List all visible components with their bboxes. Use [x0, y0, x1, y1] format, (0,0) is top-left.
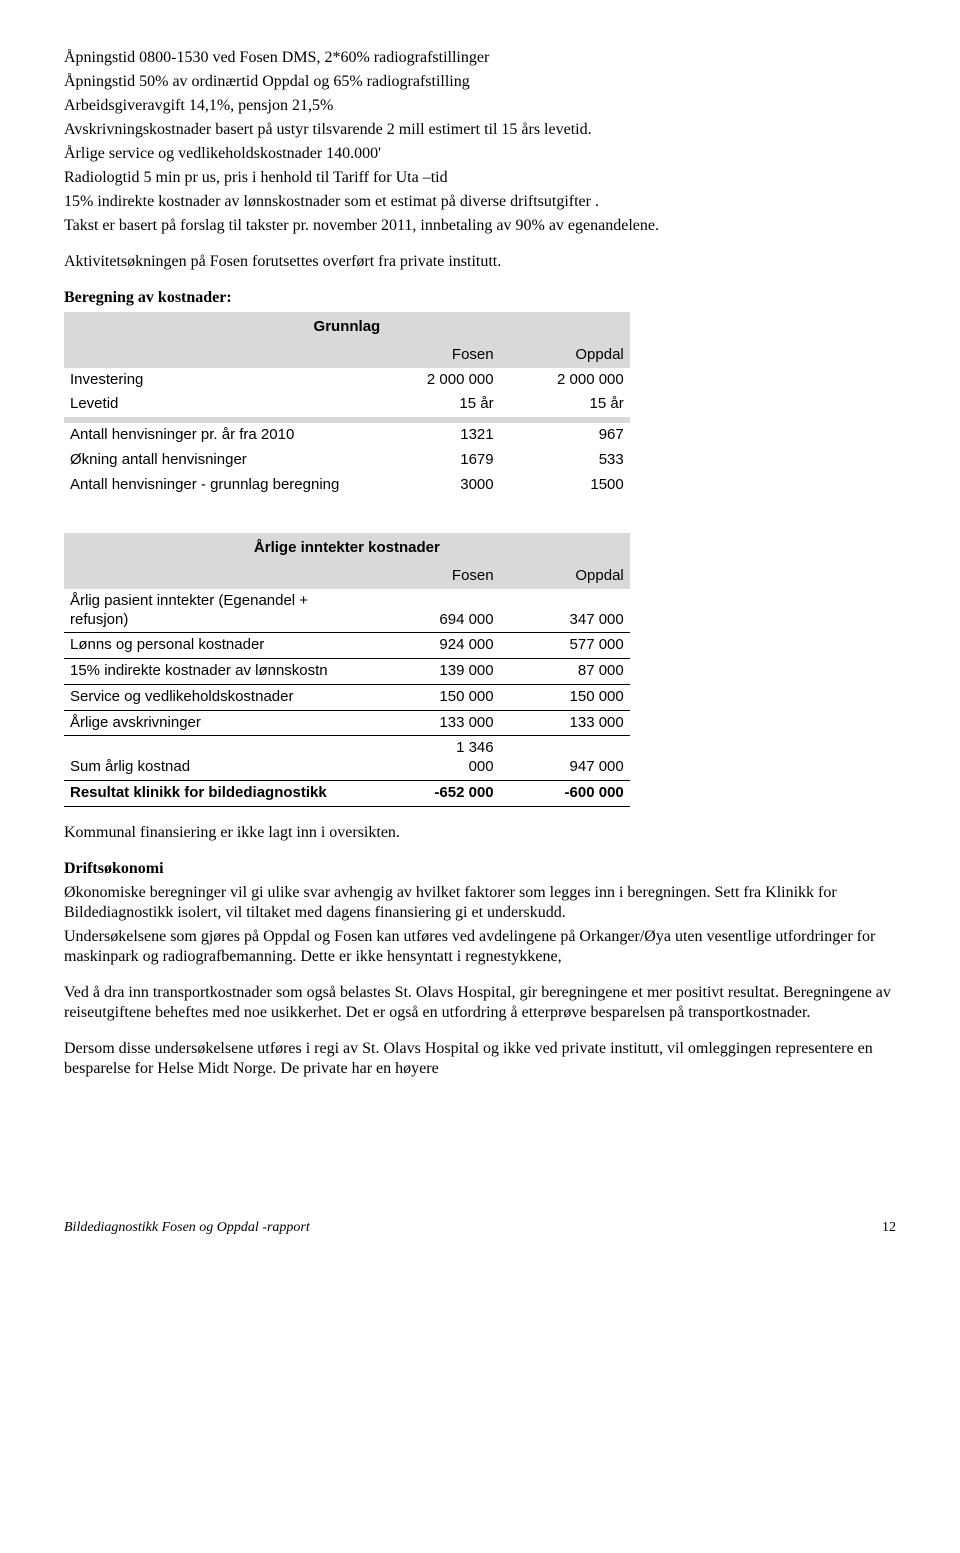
r3-oppdal: 87 000 [500, 659, 630, 685]
intro-line-7: 15% indirekte kostnader av lønnskostnade… [64, 192, 896, 212]
body-p1: Kommunal finansiering er ikke lagt inn i… [64, 823, 896, 843]
intro-line-4: Avskrivningskostnader basert på ustyr ti… [64, 120, 896, 140]
r4-fosen: 150 000 [375, 684, 499, 710]
footer-page-number: 12 [882, 1219, 896, 1237]
intro-line-6: Radiologtid 5 min pr us, pris i henhold … [64, 168, 896, 188]
r5-label: Årlige avskrivninger [64, 710, 375, 736]
grunnlag-fosen: 3000 [375, 473, 499, 498]
r5-fosen: 133 000 [375, 710, 499, 736]
intro-line-9: Aktivitetsøkningen på Fosen forutsettes … [64, 252, 896, 272]
grunnlag-title: Grunnlag [64, 312, 630, 343]
r7-label: Resultat klinikk for bildediagnostikk [64, 780, 375, 806]
intro-line-2: Åpningstid 50% av ordinærtid Oppdal og 6… [64, 72, 896, 92]
r1-fosen: 694 000 [375, 589, 499, 633]
r2-oppdal: 577 000 [500, 633, 630, 659]
intro-line-5: Årlige service og vedlikeholdskostnader … [64, 144, 896, 164]
investering-label: Investering [64, 368, 375, 393]
r6-label: Sum årlig kostnad [64, 736, 375, 781]
r3-label: 15% indirekte kostnader av lønnskostn [64, 659, 375, 685]
okning-oppdal: 533 [500, 448, 630, 473]
levetid-fosen: 15 år [375, 392, 499, 417]
r6-fosen: 1 346 000 [375, 736, 499, 781]
r6-fosen-line2: 000 [381, 758, 493, 777]
heading-driftsokonomi: Driftsøkonomi [64, 859, 896, 879]
aarlige-blank [64, 564, 375, 589]
grunnlag-oppdal: 1500 [500, 473, 630, 498]
aarlige-col-oppdal: Oppdal [500, 564, 630, 589]
page-footer: Bildediagnostikk Fosen og Oppdal -rappor… [64, 1219, 896, 1237]
aarlige-col-fosen: Fosen [375, 564, 499, 589]
footer-title: Bildediagnostikk Fosen og Oppdal -rappor… [64, 1219, 310, 1237]
r7-fosen: -652 000 [375, 780, 499, 806]
r4-label: Service og vedlikeholdskostnader [64, 684, 375, 710]
r1-oppdal: 347 000 [500, 589, 630, 633]
grunnlag-blank [64, 343, 375, 368]
aarlige-table: Årlige inntekter kostnader Fosen Oppdal … [64, 533, 630, 806]
intro-line-1: Åpningstid 0800-1530 ved Fosen DMS, 2*60… [64, 48, 896, 68]
r6-oppdal: 947 000 [500, 736, 630, 781]
r6-fosen-line1: 1 346 [381, 739, 493, 758]
grunnlag-table: Grunnlag Fosen Oppdal Investering 2 000 … [64, 312, 630, 497]
intro-line-3: Arbeidsgiveravgift 14,1%, pensjon 21,5% [64, 96, 896, 116]
r2-fosen: 924 000 [375, 633, 499, 659]
investering-oppdal: 2 000 000 [500, 368, 630, 393]
levetid-label: Levetid [64, 392, 375, 417]
grunnlag-col-fosen: Fosen [375, 343, 499, 368]
r1-label: Årlig pasient inntekter (Egenandel + ref… [64, 589, 375, 633]
body-p4: Ved å dra inn transportkostnader som ogs… [64, 983, 896, 1023]
body-p5: Dersom disse undersøkelsene utføres i re… [64, 1039, 896, 1079]
body-p3: Undersøkelsene som gjøres på Oppdal og F… [64, 927, 896, 967]
grunnlag-col-oppdal: Oppdal [500, 343, 630, 368]
grunnlag-label: Antall henvisninger - grunnlag beregning [64, 473, 375, 498]
r3-fosen: 139 000 [375, 659, 499, 685]
aarlige-title: Årlige inntekter kostnader [64, 533, 630, 564]
body-p2: Økonomiske beregninger vil gi ulike svar… [64, 883, 896, 923]
antall-label: Antall henvisninger pr. år fra 2010 [64, 423, 375, 448]
antall-oppdal: 967 [500, 423, 630, 448]
antall-fosen: 1321 [375, 423, 499, 448]
r4-oppdal: 150 000 [500, 684, 630, 710]
okning-fosen: 1679 [375, 448, 499, 473]
r7-oppdal: -600 000 [500, 780, 630, 806]
beregning-heading: Beregning av kostnader: [64, 288, 896, 308]
investering-fosen: 2 000 000 [375, 368, 499, 393]
r5-oppdal: 133 000 [500, 710, 630, 736]
levetid-oppdal: 15 år [500, 392, 630, 417]
r2-label: Lønns og personal kostnader [64, 633, 375, 659]
intro-line-8: Takst er basert på forslag til takster p… [64, 216, 896, 236]
okning-label: Økning antall henvisninger [64, 448, 375, 473]
